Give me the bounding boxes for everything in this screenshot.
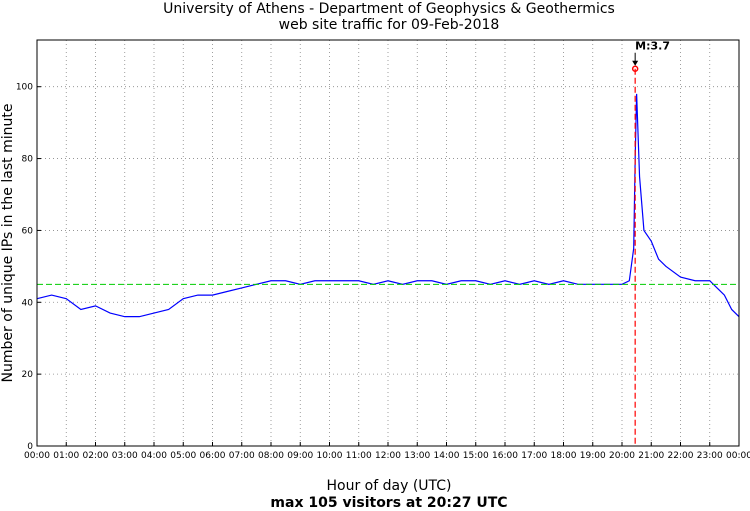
x-tick-label: 12:00 [375, 451, 401, 461]
x-tick-label: 15:00 [463, 451, 489, 461]
x-tick-label: 21:00 [638, 451, 664, 461]
series-layer [36, 93, 740, 318]
y-tick-label: 40 [22, 298, 34, 308]
x-tick-label: 03:00 [112, 451, 138, 461]
x-tick-label: 00:00 [24, 451, 50, 461]
x-tick-label: 00:00 [726, 451, 750, 461]
y-tick-label: 20 [22, 370, 34, 380]
x-axis-label: Hour of day (UTC) [327, 478, 452, 494]
x-tick-label: 11:00 [346, 451, 372, 461]
x-axis-ticks: 00:00 01:00 02:00 03:00 04:00 05:00 06:00 07:00… [24, 442, 750, 461]
chart-subtitle: web site traffic for 09-Feb-2018 [279, 17, 500, 33]
peak-arrow-head [632, 60, 639, 66]
x-tick-label: 08:00 [258, 451, 284, 461]
x-tick-label: 04:00 [141, 451, 167, 461]
x-tick-label: 20:00 [609, 451, 635, 461]
x-tick-label: 05:00 [170, 451, 196, 461]
y-tick-label: 80 [22, 155, 34, 165]
annotation-layer: M:3.7 [631, 40, 670, 446]
x-tick-label: 18:00 [551, 451, 577, 461]
x-tick-label: 06:00 [200, 451, 226, 461]
x-tick-label: 10:00 [317, 451, 343, 461]
x-tick-label: 02:00 [83, 451, 109, 461]
x-tick-label: 17:00 [521, 451, 547, 461]
y-axis-label: Number of unique IPs in the last minute [0, 104, 16, 383]
x-tick-label: 09:00 [287, 451, 313, 461]
x-tick-label: 14:00 [434, 451, 460, 461]
y-axis-ticks: 0 20 40 60 80 100 [16, 83, 41, 452]
y-tick-label: 60 [22, 226, 34, 236]
x-tick-label: 01:00 [53, 451, 79, 461]
x-tick-label: 16:00 [492, 451, 518, 461]
x-tick-label: 07:00 [229, 451, 255, 461]
traffic-series-line [36, 93, 740, 318]
chart-title: University of Athens - Department of Geo… [163, 1, 615, 17]
x-tick-label: 19:00 [580, 451, 606, 461]
peak-marker [631, 65, 639, 72]
y-tick-label: 100 [16, 83, 33, 93]
peak-annotation-label: M:3.7 [635, 40, 670, 53]
x-tick-label: 23:00 [697, 451, 723, 461]
y-tick-label: 0 [27, 442, 33, 452]
chart-footer: max 105 visitors at 20:27 UTC [270, 495, 507, 511]
x-tick-label: 22:00 [668, 451, 694, 461]
grid [37, 40, 739, 446]
x-tick-label: 13:00 [404, 451, 430, 461]
